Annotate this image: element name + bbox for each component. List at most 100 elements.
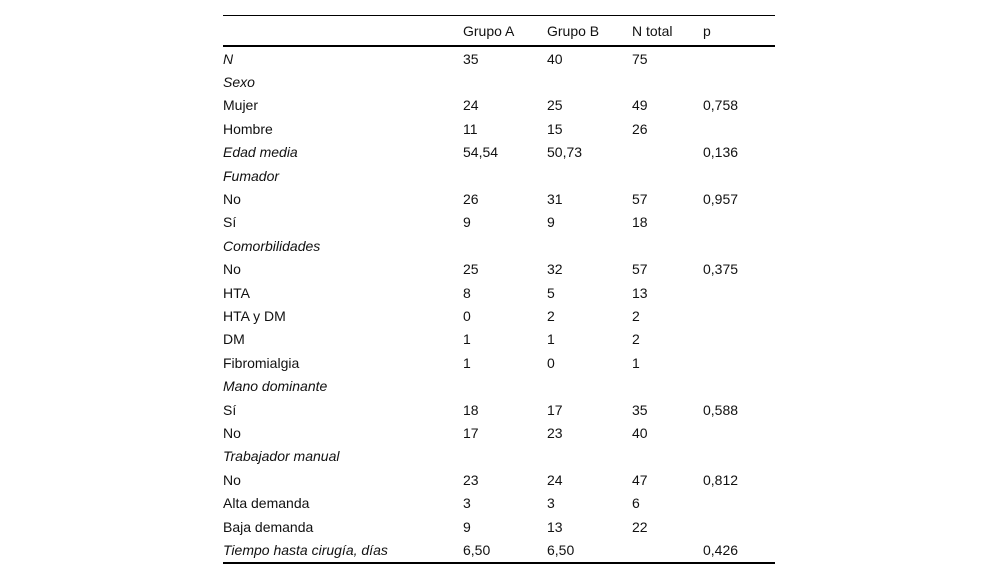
cell-grupo-a [463,164,547,187]
row-label: Baja demanda [223,518,314,535]
cell-grupo-a: 35 [463,50,479,67]
cell-p [703,491,775,514]
cell-n-total: 22 [632,518,648,535]
table-row: Hombre 11 15 26 [223,117,775,140]
table-header-row: Grupo A Grupo B N total p [223,15,775,47]
cell-grupo-a: 9 [463,518,471,535]
cell-n-total: 40 [632,424,648,441]
row-label: Edad media [223,144,298,161]
row-label: Mujer [223,97,259,114]
cell-n-total: 2 [632,331,640,348]
cell-n-total: 18 [632,214,648,231]
cell-n-total [632,374,703,397]
row-label: DM [223,331,245,348]
table-row: Sexo [223,70,775,93]
cell-p [703,164,775,187]
column-header-grupo-b: Grupo B [547,22,600,39]
cell-grupo-a: 3 [463,495,471,512]
cell-n-total [632,70,703,93]
cell-n-total: 75 [632,50,648,67]
cell-grupo-b [547,164,632,187]
cell-grupo-b: 9 [547,214,555,231]
cell-grupo-a: 1 [463,331,471,348]
cell-p [703,70,775,93]
cell-n-total: 26 [632,120,648,137]
row-label: HTA y DM [223,307,286,324]
cell-grupo-b: 23 [547,424,563,441]
cell-grupo-b: 24 [547,471,563,488]
row-label: Sexo [223,74,255,91]
table-row: N 35 40 75 [223,46,775,70]
table-row: No 26 31 57 0,957 [223,187,775,210]
row-label: Mano dominante [223,378,328,395]
cell-n-total: 49 [632,97,648,114]
cell-grupo-a: 9 [463,214,471,231]
table-row: No 25 32 57 0,375 [223,258,775,281]
table-row: Fibromialgia 1 0 1 [223,351,775,374]
table-row: HTA y DM 0 2 2 [223,304,775,327]
cell-grupo-b: 40 [547,50,563,67]
row-label: Sí [223,401,237,418]
column-header-p: p [703,22,711,39]
cell-grupo-a: 18 [463,401,479,418]
cell-n-total [632,538,703,562]
table-row: Comorbilidades [223,234,775,257]
table-row: DM 1 1 2 [223,328,775,351]
table-body: N 35 40 75 Sexo Mujer 24 25 49 0,758 Hombre 11 15 26 E… [223,46,775,563]
table-row: Mujer 24 25 49 0,758 [223,94,775,117]
column-header-n-total: N total [632,22,673,39]
row-label: HTA [223,284,250,301]
table-row: Baja demanda 9 13 22 [223,515,775,538]
cell-grupo-a: 24 [463,97,479,114]
cell-grupo-b: 17 [547,401,563,418]
cell-p [703,328,775,351]
cell-grupo-a: 11 [463,120,478,137]
cell-p [703,46,775,70]
cell-grupo-a: 54,54 [463,144,499,161]
cell-n-total [632,141,703,164]
row-label: Fibromialgia [223,354,300,371]
cell-grupo-a [463,374,547,397]
cell-grupo-b: 6,50 [547,541,575,558]
row-label: No [223,191,241,208]
cell-grupo-b: 5 [547,284,555,301]
cell-p [703,515,775,538]
cell-grupo-a [463,70,547,93]
cell-p: 0,426 [703,541,739,558]
table-row: Trabajador manual [223,445,775,468]
row-label: No [223,424,241,441]
column-header-label [223,16,463,47]
cell-n-total: 35 [632,401,648,418]
cell-p: 0,136 [703,144,739,161]
cell-p: 0,957 [703,191,739,208]
cell-grupo-b [547,234,632,257]
table-row: No 23 24 47 0,812 [223,468,775,491]
table-header: Grupo A Grupo B N total p [223,15,775,47]
cell-grupo-b: 13 [547,518,563,535]
cell-grupo-b: 31 [547,191,563,208]
cell-grupo-a: 26 [463,191,479,208]
cell-grupo-b: 0 [547,354,555,371]
cell-grupo-a: 1 [463,354,471,371]
table-row: HTA 8 5 13 [223,281,775,304]
cell-n-total: 2 [632,307,640,324]
cell-grupo-b: 2 [547,307,555,324]
cell-n-total: 57 [632,191,648,208]
cell-grupo-a [463,445,547,468]
row-label: No [223,261,241,278]
row-label: Fumador [223,167,280,184]
cell-p [703,304,775,327]
cell-p [703,351,775,374]
cell-grupo-a: 23 [463,471,479,488]
cell-n-total [632,445,703,468]
table-row: Tiempo hasta cirugía, días 6,50 6,50 0,426 [223,538,775,562]
cell-grupo-b: 3 [547,495,555,512]
cell-p [703,281,775,304]
cell-grupo-a: 8 [463,284,471,301]
cell-n-total: 6 [632,495,640,512]
cell-grupo-a: 6,50 [463,541,491,558]
table-row: Sí 9 9 18 [223,211,775,234]
cell-p [703,374,775,397]
cell-p [703,117,775,140]
